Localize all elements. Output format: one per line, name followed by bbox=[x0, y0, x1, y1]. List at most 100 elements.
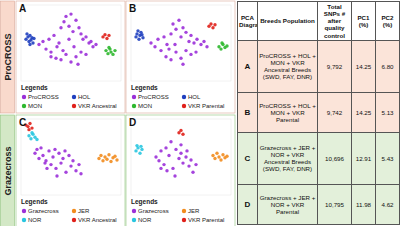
point bbox=[63, 149, 66, 152]
legend-label: ProCROSS bbox=[28, 94, 59, 100]
point bbox=[164, 146, 167, 149]
point bbox=[134, 149, 137, 152]
panel-frame bbox=[16, 1, 125, 113]
point bbox=[141, 36, 144, 39]
point bbox=[74, 19, 77, 22]
point bbox=[37, 157, 40, 160]
legend-swatch bbox=[132, 104, 136, 108]
legend-swatch bbox=[182, 95, 186, 99]
point bbox=[194, 50, 197, 53]
point bbox=[220, 41, 223, 44]
point bbox=[69, 164, 72, 167]
legend-label: VKR Parental bbox=[188, 103, 224, 109]
point bbox=[169, 32, 172, 35]
point bbox=[67, 154, 70, 157]
point bbox=[162, 163, 165, 166]
point bbox=[51, 155, 54, 158]
point bbox=[185, 149, 188, 152]
point bbox=[191, 171, 194, 174]
point bbox=[165, 43, 168, 46]
legend-swatch bbox=[182, 104, 186, 108]
point bbox=[111, 53, 114, 56]
summary-table: PCA DiagramBreeds PopulationTotal SNPs #… bbox=[237, 1, 400, 225]
point bbox=[64, 171, 67, 174]
legend-label: MON bbox=[28, 103, 42, 109]
point bbox=[54, 167, 57, 170]
point bbox=[181, 63, 184, 66]
point bbox=[179, 143, 182, 146]
table-cell: 9,742 bbox=[318, 92, 352, 132]
point bbox=[103, 33, 106, 36]
point bbox=[181, 161, 184, 164]
table-row: DGrazecross + JER + NOR + VKR Parental10… bbox=[238, 184, 400, 224]
legend-label: JER bbox=[188, 208, 200, 214]
panel-letter: B bbox=[129, 3, 136, 14]
point bbox=[213, 157, 216, 160]
point bbox=[189, 158, 192, 161]
point bbox=[30, 131, 33, 134]
point bbox=[35, 148, 38, 151]
point bbox=[47, 149, 50, 152]
points bbox=[24, 122, 118, 178]
legend-swatch bbox=[132, 218, 136, 222]
legend-label: ProCROSS bbox=[138, 94, 169, 100]
point bbox=[159, 49, 162, 52]
point bbox=[25, 32, 28, 35]
point bbox=[174, 50, 177, 53]
point bbox=[225, 44, 228, 47]
point bbox=[61, 49, 64, 52]
table-cell: ProCROSS + HOL + MON + VKR Ancestral Bre… bbox=[258, 40, 318, 92]
legend-label: HOL bbox=[78, 94, 91, 100]
point bbox=[140, 33, 143, 36]
point bbox=[52, 34, 55, 37]
point bbox=[217, 155, 220, 158]
point bbox=[157, 159, 160, 162]
legend-swatch bbox=[72, 218, 76, 222]
legend-label: VKR Parental bbox=[188, 217, 224, 223]
point bbox=[187, 40, 190, 43]
point bbox=[137, 38, 140, 41]
point bbox=[134, 35, 137, 38]
point bbox=[30, 126, 33, 129]
point bbox=[49, 50, 52, 53]
point bbox=[59, 161, 62, 164]
table-row: AProCROSS + HOL + MON + VKR Ancestral Br… bbox=[238, 40, 400, 92]
point bbox=[74, 169, 77, 172]
point bbox=[135, 144, 138, 147]
point bbox=[76, 63, 79, 66]
panels: ProCROSSGrazecrossALegendsProCROSSHOLMON… bbox=[0, 0, 236, 226]
point bbox=[72, 45, 75, 48]
header-cell: PC2 (%) bbox=[376, 2, 400, 41]
table-cell: 10,696 bbox=[318, 132, 352, 184]
point bbox=[54, 57, 57, 60]
point bbox=[138, 152, 141, 155]
points bbox=[134, 19, 228, 66]
point bbox=[79, 32, 82, 35]
point bbox=[179, 35, 182, 38]
point bbox=[94, 43, 97, 46]
point bbox=[167, 154, 170, 157]
legend-label: Grazecross bbox=[138, 208, 169, 214]
point bbox=[165, 169, 168, 172]
point bbox=[199, 43, 202, 46]
point bbox=[169, 140, 172, 143]
plot-frame bbox=[131, 5, 231, 81]
table-cell: B bbox=[238, 92, 258, 132]
legend-swatch bbox=[22, 95, 26, 99]
panel: ALegendsProCROSSHOLMONVKR Ancestral bbox=[16, 1, 125, 113]
point bbox=[225, 155, 228, 158]
point bbox=[192, 41, 195, 44]
point bbox=[91, 45, 94, 48]
point bbox=[47, 38, 50, 41]
point bbox=[57, 41, 60, 44]
point bbox=[159, 167, 162, 170]
point bbox=[37, 43, 40, 46]
point bbox=[105, 158, 108, 161]
legend-swatch bbox=[72, 209, 76, 213]
point bbox=[59, 26, 62, 29]
point bbox=[69, 12, 72, 15]
point bbox=[44, 47, 47, 50]
legend-label: NOR bbox=[28, 217, 42, 223]
point bbox=[159, 149, 162, 152]
point bbox=[64, 15, 67, 18]
